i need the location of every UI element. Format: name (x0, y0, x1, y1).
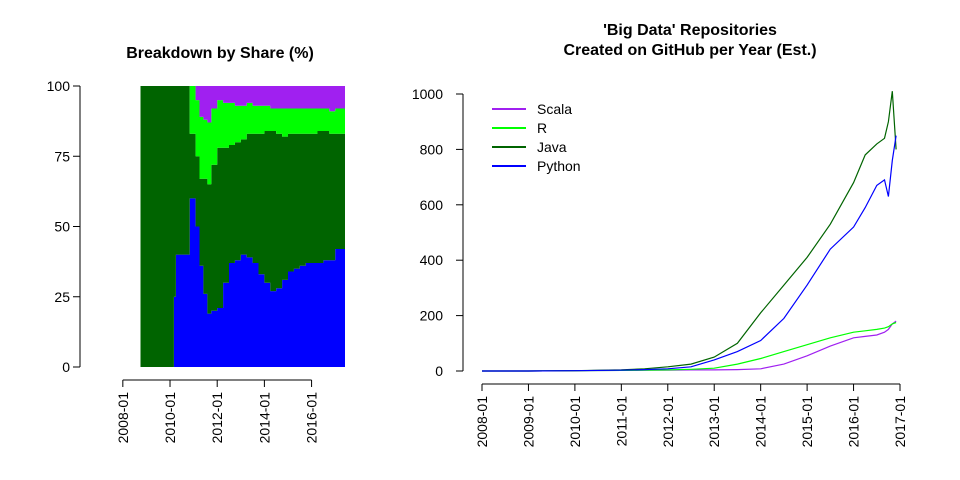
line-x-tick-label: 2012-01 (660, 396, 676, 448)
share-area-r (140, 86, 345, 185)
line-series-scala (482, 320, 897, 372)
share-y-tick-label: 50 (54, 219, 70, 235)
line-x-tick-label: 2011-01 (613, 396, 629, 447)
line-y-tick-label: 200 (420, 308, 444, 324)
share-x-tick-label: 2010-01 (162, 392, 178, 444)
line-x-tick-label: 2009-01 (520, 396, 536, 448)
share-area-python (140, 198, 345, 367)
line-x-tick-label: 2013-01 (706, 396, 722, 448)
line-x-tick-label: 2014-01 (753, 396, 769, 448)
line-x-tick-label: 2008-01 (474, 396, 490, 448)
share-y-tick-label: 100 (47, 78, 71, 94)
share-x-tick-label: 2012-01 (209, 392, 225, 444)
line-y-tick-label: 800 (420, 141, 444, 157)
line-x-tick-label: 2017-01 (892, 396, 908, 448)
share-x-tick-label: 2016-01 (304, 392, 320, 444)
legend-label-python: Python (537, 158, 581, 174)
legend-label-scala: Scala (537, 101, 572, 117)
share-y-tick-label: 25 (54, 289, 70, 305)
share-x-tick-label: 2008-01 (115, 392, 131, 444)
line-chart-title: 'Big Data' Repositories (603, 22, 777, 39)
line-x-tick-label: 2015-01 (799, 396, 815, 448)
line-chart-title: Created on GitHub per Year (Est.) (563, 42, 816, 59)
line-y-tick-label: 400 (420, 252, 444, 268)
line-series-python (482, 135, 897, 372)
share-chart-title: Breakdown by Share (%) (126, 45, 314, 62)
share-y-tick-label: 0 (62, 359, 70, 375)
line-y-tick-label: 0 (435, 363, 443, 379)
share-x-tick-label: 2014-01 (256, 392, 272, 444)
legend-label-r: R (537, 120, 547, 136)
share-y-tick-label: 75 (54, 148, 70, 164)
line-x-tick-label: 2010-01 (567, 396, 583, 448)
share-area-java (140, 86, 345, 367)
line-y-tick-label: 1000 (412, 86, 443, 102)
line-y-tick-label: 600 (420, 197, 444, 213)
line-x-tick-label: 2016-01 (846, 396, 862, 448)
legend-label-java: Java (537, 139, 567, 155)
share-area-scala (140, 86, 345, 123)
